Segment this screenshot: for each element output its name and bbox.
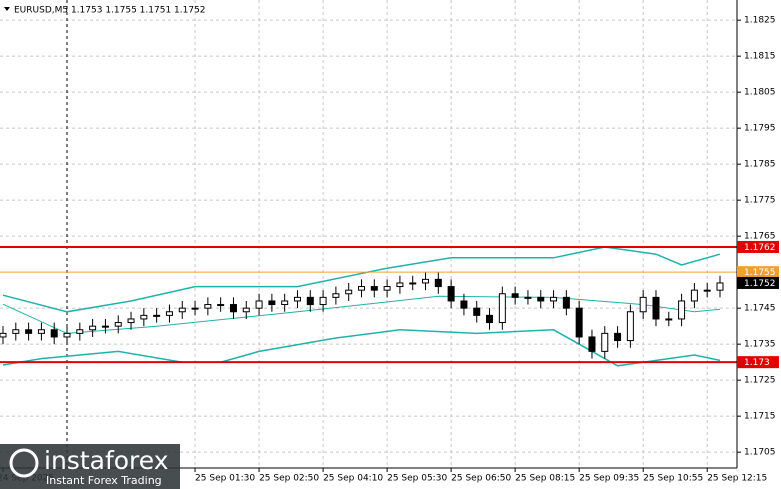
candle-body — [332, 293, 340, 298]
x-tick-label: 25 Sep 08:15 — [515, 474, 575, 484]
candle-body — [114, 322, 122, 327]
x-tick-label: 25 Sep 04:10 — [323, 474, 383, 484]
candle-body — [588, 336, 596, 352]
candle-body — [473, 307, 481, 316]
chart-title: EURUSD,M5 1.1753 1.1755 1.1751 1.1752 — [14, 6, 206, 16]
price-label: 1.1752 — [744, 279, 776, 289]
candle-body — [268, 300, 276, 306]
candle-body — [524, 296, 532, 299]
candle-body — [358, 286, 365, 291]
candle-body — [76, 329, 84, 334]
y-tick-label: 1.1815 — [744, 52, 776, 62]
candle-body — [293, 296, 301, 302]
level-label: 1.1762 — [744, 243, 776, 253]
bollinger-band — [2, 295, 721, 334]
y-tick-label: 1.1785 — [744, 160, 776, 170]
candle-body — [396, 282, 404, 288]
candle-body — [601, 332, 609, 352]
candle-body — [242, 307, 250, 313]
level-label: 1.1755 — [744, 268, 776, 278]
y-tick-label: 1.1725 — [744, 376, 776, 386]
level-label: 1.173 — [744, 358, 770, 368]
candle-body — [537, 296, 545, 302]
y-tick-label: 1.1765 — [744, 232, 776, 242]
candle-body — [217, 304, 225, 307]
menu-arrow[interactable] — [4, 7, 10, 11]
candle-body — [255, 300, 263, 309]
candle-body — [678, 300, 686, 320]
candle-body — [434, 278, 442, 288]
candle-body — [178, 307, 186, 313]
x-tick-label: 25 Sep 06:50 — [451, 474, 511, 484]
candle-body — [101, 325, 109, 328]
y-tick-label: 1.1745 — [744, 304, 776, 314]
candle-body — [498, 293, 506, 324]
candle-body — [50, 329, 58, 338]
candle-body — [422, 278, 430, 284]
y-tick-label: 1.1705 — [744, 448, 776, 458]
x-tick-label: 25 Sep 12:15 — [707, 474, 767, 484]
level-box — [737, 240, 779, 253]
y-tick-label: 1.1825 — [744, 16, 776, 26]
candle-body — [229, 304, 237, 313]
y-tick-label: 1.1715 — [744, 412, 776, 422]
candle-body — [409, 282, 417, 285]
candle-body — [652, 296, 660, 320]
x-tick-label: 25 Sep 10:55 — [643, 474, 703, 484]
candle-body — [345, 289, 353, 295]
y-tick-label: 1.1735 — [744, 340, 776, 350]
candle-body — [460, 300, 468, 309]
candle-body — [306, 296, 314, 306]
y-tick-label: 1.1805 — [744, 88, 776, 98]
price-box — [737, 276, 779, 289]
x-tick-label: 25 Sep 01:30 — [195, 474, 255, 484]
x-tick-label: 25 Sep 05:30 — [387, 474, 447, 484]
candle-body — [127, 318, 135, 324]
candle-body — [153, 314, 161, 317]
candle-body — [626, 311, 634, 342]
x-tick-label: 25 Sep 02:50 — [259, 474, 319, 484]
candle-body — [383, 286, 391, 291]
x-tick-label: 25 Sep 09:35 — [579, 474, 639, 484]
candle-body — [319, 296, 327, 306]
level-box — [737, 356, 779, 369]
candle-body — [575, 307, 583, 338]
candle-body — [703, 289, 711, 292]
candle-body — [0, 332, 7, 338]
candle-body — [690, 289, 698, 302]
plot — [0, 245, 737, 367]
candle-body — [511, 293, 519, 298]
y-tick-label: 1.1775 — [744, 196, 776, 206]
candle-body — [562, 296, 570, 309]
candle-body — [191, 307, 199, 310]
candle-body — [37, 329, 45, 334]
candle-body — [12, 329, 20, 334]
y-tick-label: 1.1795 — [744, 124, 776, 134]
candle-body — [140, 314, 148, 320]
watermark-tagline: Instant Forex Trading — [46, 474, 162, 487]
candle-body — [665, 318, 673, 321]
candle-body — [447, 286, 455, 302]
candle-body — [716, 282, 724, 291]
candle-body — [614, 332, 622, 342]
watermark: instaforex Instant Forex Trading — [0, 444, 180, 489]
bollinger-band — [2, 246, 721, 313]
candle-body — [486, 314, 494, 324]
level-box — [737, 266, 779, 279]
candle-body — [89, 325, 97, 331]
candle-body — [204, 304, 212, 309]
candle-body — [25, 329, 33, 334]
candle-body — [281, 300, 289, 306]
candle-body — [165, 311, 173, 316]
watermark-logo — [9, 448, 39, 478]
candle-body — [63, 332, 71, 338]
bollinger-band — [2, 329, 721, 367]
candle-body — [639, 296, 647, 313]
watermark-brand: instaforex — [44, 446, 169, 475]
candle-body — [550, 296, 558, 302]
candle-body — [370, 286, 378, 291]
